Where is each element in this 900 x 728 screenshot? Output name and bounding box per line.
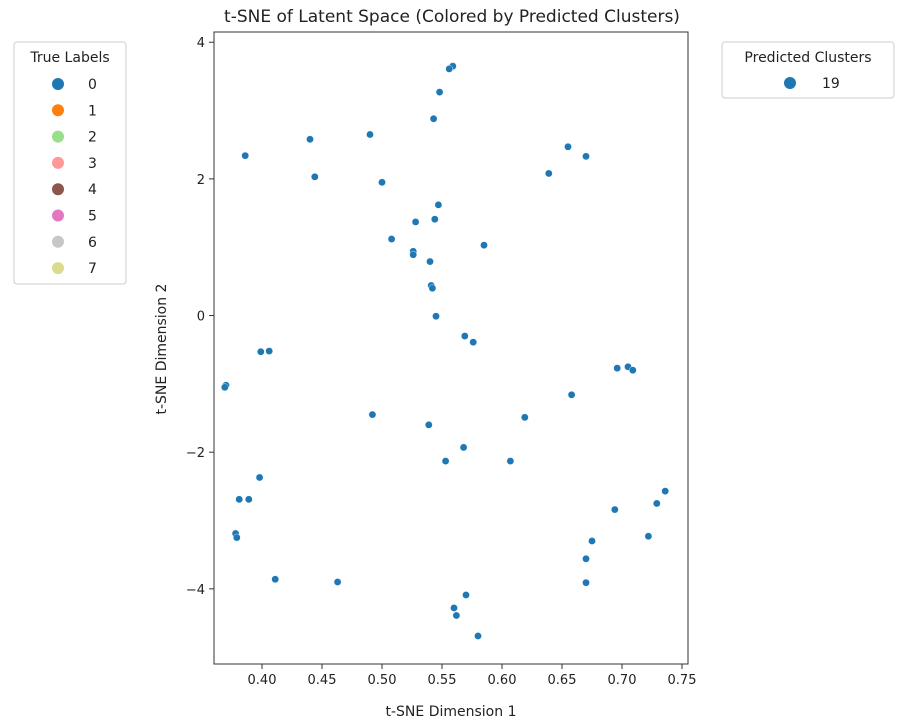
y-axis-ticks: 4 2 0 −2 −4 [186,36,214,598]
data-point [255,473,264,482]
data-point [480,241,488,249]
data-point [310,173,319,181]
data-point [366,130,374,139]
x-tick-label: 0.75 [668,673,697,688]
legend-predicted-clusters: Predicted Clusters 19 [721,41,895,99]
legend-true-label: 0 [88,77,97,93]
data-point [644,532,653,541]
data-point [428,284,437,293]
data-point [235,495,243,504]
data-point [409,250,418,259]
data-point [333,578,342,586]
legend-true-label: 1 [88,103,97,119]
legend-true-labels-frame [13,41,127,285]
data-point [474,632,482,640]
legend-predicted-clusters-entries: 19 [784,76,840,92]
data-point [445,65,454,73]
x-axis-title: t-SNE Dimension 1 [386,704,517,720]
legend-predicted-marker [784,77,796,89]
legend-true-labels: True Labels 0 1 2 3 4 5 6 7 [13,41,127,285]
data-point [241,151,249,160]
legend-true-marker [52,235,64,248]
data-point [567,391,576,399]
legend-true-marker [52,130,64,143]
legend-true-labels-title: True Labels [29,50,109,66]
legend-true-label: 2 [88,130,97,146]
data-point [426,257,434,266]
data-point [582,554,590,563]
y-tick-label: 0 [197,310,205,325]
plot-area: 0.40 0.45 0.50 0.55 0.60 0.65 0.70 0.75 4 2 0 −2 −4 [186,31,697,688]
plot-frame [213,31,689,665]
legend-true-marker [52,262,64,275]
data-point [521,413,529,422]
data-point [462,591,470,599]
x-tick-label: 0.65 [548,673,577,688]
data-point [582,578,590,587]
legend-true-marker [52,104,64,117]
data-point [435,88,444,96]
data-point [588,537,596,545]
x-tick-label: 0.60 [488,673,517,688]
data-point [368,410,377,419]
data-point [460,332,469,340]
data-point [378,178,386,187]
legend-true-marker [52,156,64,169]
y-tick-label: −4 [186,583,205,598]
data-point [387,235,396,243]
data-point [564,142,572,151]
x-tick-label: 0.45 [308,673,337,688]
data-point [653,499,661,508]
data-point [411,218,420,226]
y-axis-title: t-SNE Dimension 2 [154,284,170,415]
x-tick-label: 0.50 [368,673,397,688]
chart-title: t-SNE of Latent Space (Colored by Predic… [224,7,680,27]
y-tick-label: 2 [197,173,205,188]
data-point [306,135,314,144]
legend-true-label: 6 [88,235,97,251]
legend-true-label: 5 [88,209,97,225]
legend-true-label: 4 [88,182,97,198]
data-point [232,533,241,542]
data-point [611,505,619,514]
x-axis-ticks: 0.40 0.45 0.50 0.55 0.60 0.65 0.70 0.75 [248,664,697,688]
data-point [256,347,265,356]
data-point [441,457,450,465]
data-point [629,366,637,375]
legend-true-label: 7 [88,261,97,277]
data-point [432,312,440,321]
data-point [244,495,253,504]
legend-true-labels-entries: 0 1 2 3 4 5 6 7 [52,77,97,277]
scatter-points [220,62,670,640]
data-point [430,215,439,224]
data-point [450,604,458,612]
data-point [613,364,622,372]
data-point [271,575,280,584]
data-point [545,169,553,178]
data-point [429,114,438,123]
x-tick-label: 0.70 [608,673,637,688]
data-point [452,611,461,620]
y-tick-label: −2 [186,446,205,461]
legend-predicted-clusters-frame [721,41,895,99]
data-point [661,487,670,495]
x-tick-label: 0.40 [248,673,277,688]
data-point [506,457,515,465]
legend-true-marker [52,209,64,222]
legend-true-marker [52,183,64,196]
data-point [424,421,433,429]
x-tick-label: 0.55 [428,673,457,688]
data-point [265,347,274,355]
data-point [220,383,229,392]
legend-predicted-label: 19 [822,76,840,92]
y-tick-label: 4 [197,36,205,51]
data-point [469,338,478,346]
data-point [434,201,443,209]
legend-true-label: 3 [88,156,97,172]
data-point [459,443,468,452]
legend-predicted-clusters-title: Predicted Clusters [744,50,871,66]
legend-true-marker [52,78,64,90]
data-point [582,152,590,161]
